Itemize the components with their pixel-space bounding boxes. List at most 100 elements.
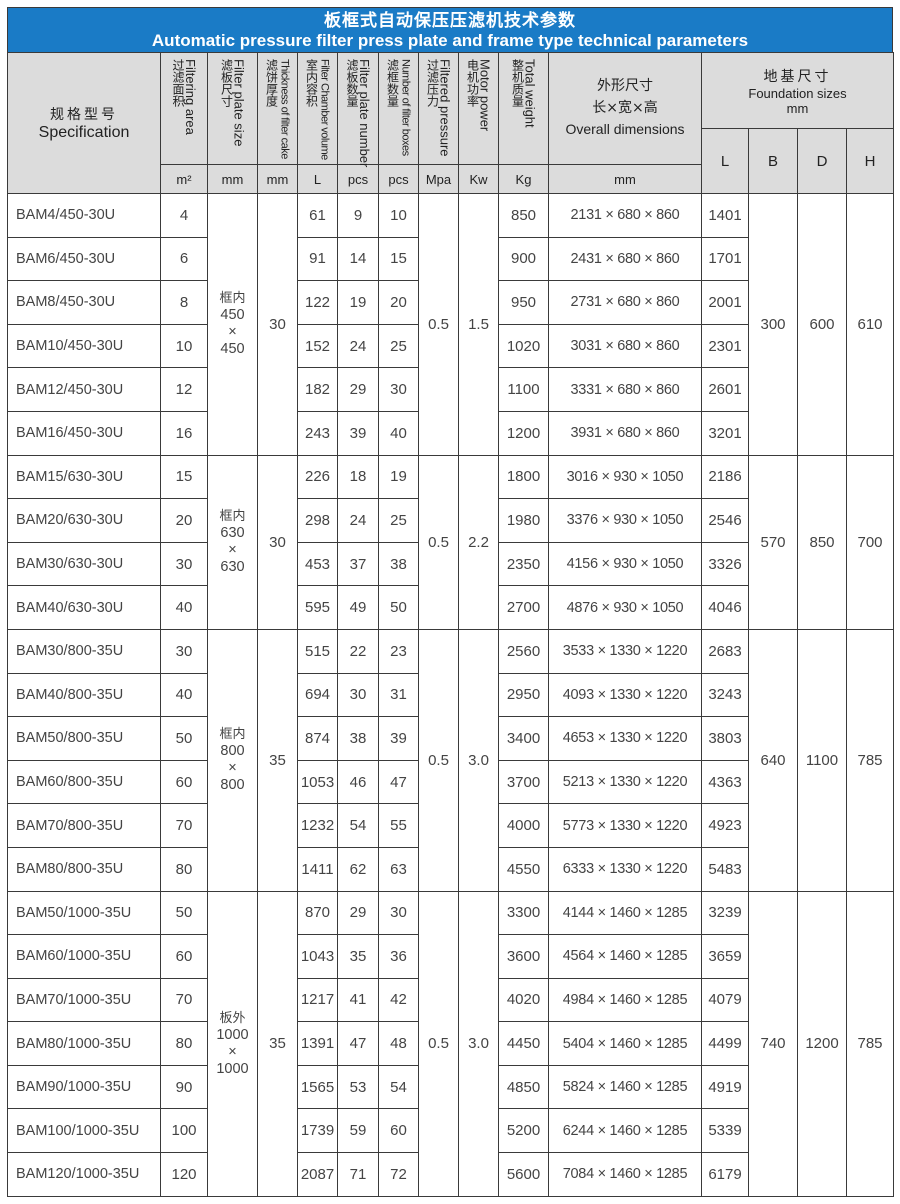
header-foundation-H: H [845,128,895,194]
spec-sheet: 板框式自动保压压滤机技术参数 Automatic pressure filter… [7,7,895,1197]
header-foundation-L: L [701,128,749,194]
spec-cell: BAM80/800-35U [7,846,161,892]
plate-size-cell: 框内 800 × 800 [207,628,258,892]
weight-cell: 1200 [498,410,549,456]
boxes-cell: 54 [378,1064,419,1110]
dims-cell: 4653 × 1330 × 1220 [548,716,702,761]
area-cell: 90 [160,1064,208,1110]
dims-cell: 7084 × 1460 × 1285 [548,1152,702,1197]
plates-cell: 24 [337,498,379,543]
weight-cell: 950 [498,280,549,325]
dims-cell: 4156 × 930 × 1050 [548,541,702,587]
plate-size-cell: 框内 630 × 630 [207,454,258,630]
dims-cell: 5773 × 1330 × 1220 [548,803,702,848]
dims-cell: 3031 × 680 × 860 [548,323,702,369]
spec-cell: BAM40/630-30U [7,585,161,630]
dims-cell: 4984 × 1460 × 1285 [548,977,702,1023]
spec-cell: BAM70/800-35U [7,803,161,848]
header-power: 电机功率 Motor power [458,52,499,165]
boxes-cell: 42 [378,977,419,1023]
spec-cell: BAM40/800-35U [7,672,161,718]
weight-cell: 3700 [498,759,549,805]
plate-size-plate-b: 1000 [216,1060,249,1077]
plates-cell: 37 [337,541,379,587]
table-row: BAM120/1000-35U 120 2087 71 72 5600 7084 × 146… [7,1152,894,1197]
foundation-D-cell: 600 [797,193,847,456]
area-cell: 10 [160,323,208,369]
boxes-cell: 48 [378,1021,419,1066]
volume-cell: 2087 [297,1152,338,1197]
plates-cell: 41 [337,977,379,1023]
foundation-D-cell: 1100 [797,628,847,892]
weight-cell: 3400 [498,716,549,761]
dims-cell: 2431 × 680 × 860 [548,236,702,282]
boxes-cell: 60 [378,1108,419,1154]
dims-cell: 5404 × 1460 × 1285 [548,1021,702,1066]
plate-size-cell: 框内 450 × 450 [207,193,258,456]
area-cell: 30 [160,628,208,674]
unit-cake: mm [257,164,298,194]
boxes-cell: 50 [378,585,419,630]
dims-cell: 6244 × 1460 × 1285 [548,1108,702,1154]
weight-cell: 1020 [498,323,549,369]
weight-cell: 4020 [498,977,549,1023]
area-cell: 70 [160,803,208,848]
dims-cell: 4876 × 930 × 1050 [548,585,702,630]
spec-cell: BAM80/1000-35U [7,1021,161,1066]
table-header: 规格型号 Specification 过滤面积 Filtering area 滤板… [7,52,895,194]
area-cell: 50 [160,716,208,761]
spec-cell: BAM70/1000-35U [7,977,161,1023]
plates-cell: 19 [337,280,379,325]
foundation-L-cell: 3201 [701,410,749,456]
volume-cell: 1411 [297,846,338,892]
volume-cell: 874 [297,716,338,761]
weight-cell: 3300 [498,890,549,936]
foundation-L-cell: 2301 [701,323,749,369]
area-cell: 80 [160,846,208,892]
foundation-L-cell: 3326 [701,541,749,587]
plates-cell: 29 [337,890,379,936]
foundation-L-cell: 4046 [701,585,749,630]
area-cell: 8 [160,280,208,325]
unit-plate-size: mm [207,164,258,194]
table-row: BAM90/1000-35U 90 1565 53 54 4850 5824 × 1460 … [7,1064,894,1110]
plate-size-plate-a: 1000 [216,1026,249,1043]
boxes-cell: 47 [378,759,419,805]
table-row: BAM40/800-35U 40 694 30 31 2950 4093 × 1330 × … [7,672,894,718]
dims-cell: 3533 × 1330 × 1220 [548,628,702,674]
foundation-B-cell: 640 [748,628,798,892]
spec-cell: BAM60/800-35U [7,759,161,805]
weight-cell: 4450 [498,1021,549,1066]
boxes-cell: 31 [378,672,419,718]
foundation-L-cell: 2546 [701,498,749,543]
plate-size-plate-prefix: 板外 [219,1010,246,1026]
cake-thickness-cell: 35 [257,890,298,1197]
area-cell: 70 [160,977,208,1023]
header-pressure: 过滤压力 Filtered pressure [418,52,459,165]
unit-dims: mm [548,164,702,194]
spec-cell: BAM10/450-30U [7,323,161,369]
boxes-cell: 25 [378,498,419,543]
area-cell: 16 [160,410,208,456]
spec-cell: BAM12/450-30U [7,367,161,412]
unit-plates: pcs [337,164,379,194]
unit-boxes: pcs [378,164,419,194]
table-row: BAM100/1000-35U 100 1739 59 60 5200 6244 × 146… [7,1108,894,1154]
pressure-cell: 0.5 [418,628,459,892]
plates-cell: 22 [337,628,379,674]
dims-cell: 4144 × 1460 × 1285 [548,890,702,936]
plate-size-plate-a: 800 [220,743,245,760]
volume-cell: 122 [297,280,338,325]
weight-cell: 1980 [498,498,549,543]
dims-cell: 3331 × 680 × 860 [548,367,702,412]
foundation-L-cell: 4499 [701,1021,749,1066]
area-cell: 50 [160,890,208,936]
foundation-L-cell: 2683 [701,628,749,674]
foundation-H-cell: 785 [845,890,895,1197]
foundation-L-cell: 3803 [701,716,749,761]
header-boxes: 滤框数量 Number of filter boxes [378,52,419,165]
foundation-B-cell: 740 [748,890,798,1197]
boxes-cell: 40 [378,410,419,456]
header-spec: 规格型号 Specification [7,52,161,194]
plate-size-plate-b: 630 [220,559,245,576]
